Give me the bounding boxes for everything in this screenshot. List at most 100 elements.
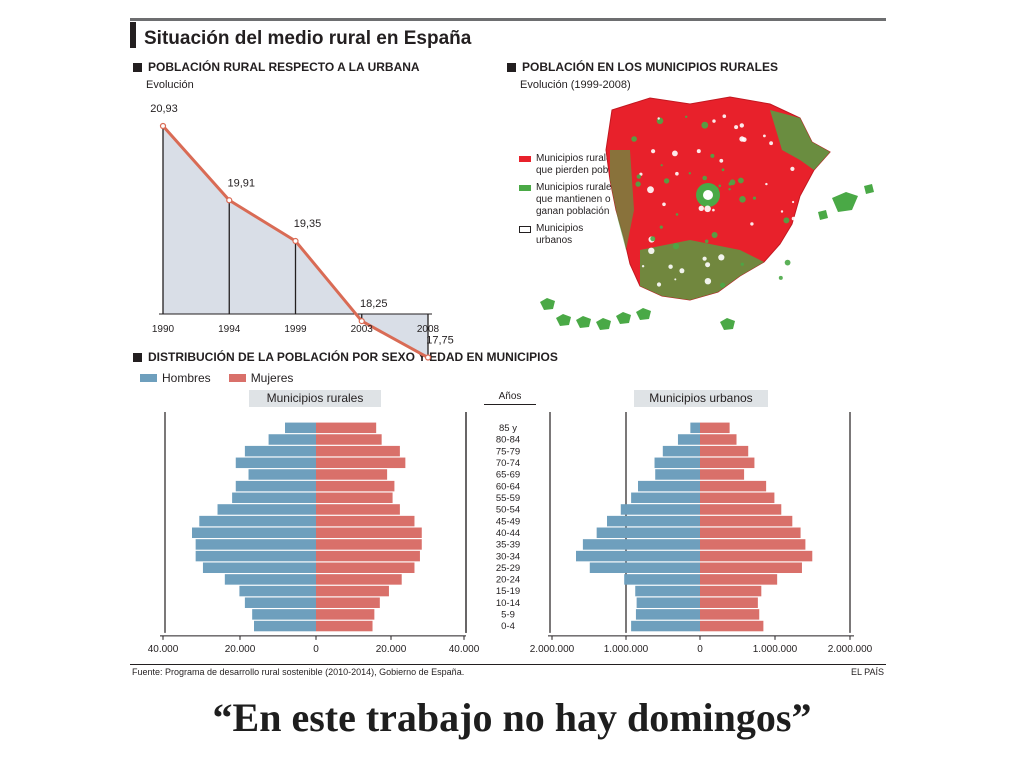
age-labels: 0-45-910-1415-1920-2425-2930-3435-3940-4… [465, 412, 551, 633]
rural-x-tick-label-1: 20.000 [225, 644, 256, 655]
data-point-2 [292, 237, 299, 245]
urban-bar-female-50-54 [700, 504, 782, 515]
map-legend-label-gaining: Municipios rurales que mantienen o ganan… [536, 182, 617, 217]
urban-bar-male-25-29 [589, 562, 700, 573]
map-speckle [685, 115, 688, 119]
brand-credit: EL PAÍS [850, 667, 884, 677]
age-label-50-54: 50-54 [496, 505, 520, 516]
legend-swatch-gaining [519, 185, 531, 191]
data-point-1 [226, 197, 233, 204]
age-label-20-24: 20-24 [496, 575, 520, 586]
rural-bar-female-85 y [316, 422, 377, 434]
map-speckle [704, 205, 711, 213]
data-label-4: 17,75 [426, 335, 454, 347]
map-speckle [631, 136, 637, 142]
urban-bar-male-60-64 [638, 480, 700, 492]
data-point-4 [424, 354, 432, 361]
map-region-south [640, 240, 764, 300]
urban-x-tick-label-1: 1.000.000 [604, 644, 649, 655]
map-speckle [659, 225, 663, 229]
urban-bar-female-0-4 [700, 620, 764, 632]
rural-bar-male-30-34 [195, 550, 316, 562]
rural-bar-male-70-74 [235, 457, 316, 469]
map-speckle [711, 232, 718, 238]
map-speckle [672, 150, 678, 157]
urban-pyramid-header: Municipios urbanos [634, 390, 768, 407]
rural-bar-male-75-79 [244, 445, 316, 457]
rural-bar-female-40-44 [316, 527, 422, 539]
map-speckle [752, 196, 757, 200]
map-speckle [790, 166, 795, 171]
urban-bar-female-30-34 [700, 550, 813, 562]
map-speckle [721, 168, 725, 172]
urban-bar-male-75-79 [662, 445, 700, 457]
map-speckle [663, 178, 670, 184]
evolution-subtitle: Evolución [146, 79, 194, 91]
map-speckle [704, 239, 709, 244]
rural-bar-female-75-79 [316, 445, 400, 457]
map-legend-item-urban: Municipios urbanos [519, 223, 636, 247]
canarias-island [556, 314, 571, 326]
map-speckle [791, 216, 796, 221]
rural-bar-female-0-4 [316, 620, 373, 632]
map-speckle [784, 259, 791, 266]
data-label-3: 18,25 [360, 298, 388, 310]
map-speckle [635, 181, 641, 187]
rural-bar-male-80-84 [268, 434, 316, 445]
map-speckle [668, 264, 673, 269]
map-title-text: POBLACIÓN EN LOS MUNICIPIOS RURALES [522, 60, 779, 74]
urban-bar-female-80-84 [700, 434, 737, 445]
age-label-40-44: 40-44 [496, 528, 520, 539]
rural-bar-male-40-44 [192, 527, 316, 539]
rural-pyramid-header: Municipios rurales [249, 390, 381, 407]
rural-x-tick-label-2: 0 [313, 644, 319, 655]
urban-bar-female-70-74 [700, 457, 755, 469]
map-legend: Municipios rurales que pierden población… [519, 153, 636, 252]
rural-bar-female-15-19 [316, 585, 389, 597]
rural-bar-female-30-34 [316, 550, 420, 562]
age-label-70-74: 70-74 [496, 458, 520, 469]
rural-bar-male-50-54 [217, 504, 316, 515]
x-tick-label-2: 1999 [284, 324, 307, 335]
map-speckle [722, 114, 727, 118]
map-speckle [704, 278, 712, 285]
legend-swatch-urban [519, 226, 531, 233]
map-speckle [780, 210, 784, 213]
age-label-10-14: 10-14 [496, 598, 520, 609]
urban-bar-male-15-19 [635, 585, 700, 597]
age-label-35-39: 35-39 [496, 540, 520, 551]
pyramid-legend: Hombres Mujeres [140, 371, 293, 385]
section-marker [507, 62, 516, 72]
rural-bar-male-85 y [285, 422, 316, 434]
urban-bar-male-70-74 [654, 457, 700, 469]
map-legend-label-urban: Municipios urbanos [536, 223, 584, 246]
baleares-island [818, 210, 828, 220]
data-point-0 [159, 122, 167, 130]
map-urban-center [703, 190, 713, 200]
age-label-45-49: 45-49 [496, 516, 520, 527]
age-label-5-9: 5-9 [501, 610, 515, 621]
canarias-island [720, 318, 735, 330]
map-speckle [702, 256, 707, 261]
map-speckle [783, 217, 790, 224]
map-speckle [688, 172, 691, 175]
data-label-1: 19,91 [227, 177, 255, 189]
rural-x-tick-label-4: 40.000 [449, 644, 480, 655]
map-speckle [769, 141, 773, 146]
legend-swatch-losing [519, 156, 531, 162]
legend-label-male: Hombres [162, 371, 211, 385]
rural-bar-male-65-69 [248, 469, 316, 480]
urban-bar-male-80-84 [677, 434, 700, 445]
map-legend-label-losing: Municipios rurales que pierden población [536, 153, 635, 176]
urban-bar-male-50-54 [620, 504, 700, 515]
map-legend-item-gaining: Municipios rurales que mantienen o ganan… [519, 182, 636, 218]
map-speckle [740, 262, 744, 266]
section-marker [133, 62, 142, 72]
rural-bar-female-10-14 [316, 597, 380, 608]
rural-bar-male-35-39 [195, 539, 316, 550]
map-speckle [792, 200, 795, 204]
evolution-line-chart: 20,93 19,91 19,35 18,25 17,75 1990 1994 1999 200… [150, 103, 454, 361]
legend-label-female: Mujeres [250, 371, 294, 385]
map-speckle [675, 171, 679, 176]
urban-bar-female-5-9 [700, 609, 760, 620]
